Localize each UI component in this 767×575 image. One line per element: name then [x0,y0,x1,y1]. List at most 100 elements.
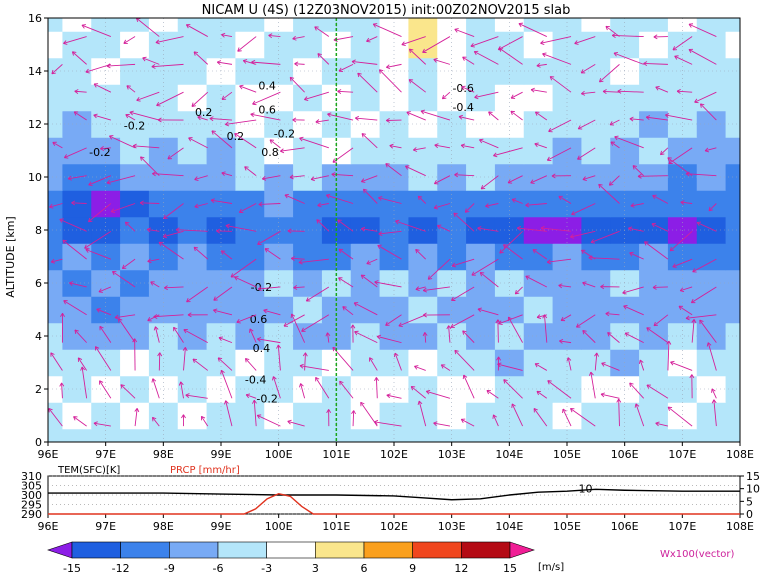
x-tick-label: 96E [38,448,59,461]
wind-vector-head [96,308,101,313]
wind-vector-head [239,84,244,90]
wind-vector [691,319,695,343]
heatmap-cell [62,84,92,112]
wind-vector-head [630,202,635,208]
wind-vector-head [690,298,696,304]
wind-vector [570,230,596,238]
wind-vector [98,286,112,293]
wind-vector-head [292,35,297,41]
y-tick-label: 2 [35,383,42,396]
contour-label: 0.2 [227,130,245,143]
colorbar-tick-label: 12 [454,562,468,575]
wind-vector-head [652,194,657,200]
heatmap-cell [48,190,63,218]
heatmap-cell [177,137,208,165]
wind-vector [603,90,620,93]
wind-vector [244,166,257,177]
wind-vector-head [74,89,79,94]
x-tick-label: 99E [211,448,232,461]
heatmap-cell [206,296,236,324]
colorbar-low-cap [47,541,73,559]
heatmap-cell [48,84,63,112]
heatmap-cell [523,428,554,443]
wind-vector [136,17,160,37]
surface-annotation: 10 [579,483,593,496]
heatmap-cell [494,31,525,59]
wind-vector [376,335,402,344]
wind-vector-head [338,67,344,72]
right-tick-label: 0 [746,508,753,521]
wind-vector [315,119,329,123]
wind-vector-head [711,399,717,404]
wind-vector [655,422,669,427]
wind-vector [188,137,208,149]
wind-vector [410,386,427,399]
wind-vector [378,197,402,204]
heatmap-cell [350,216,381,244]
heatmap-cell [350,31,381,59]
wind-vector [249,328,257,343]
wind-vector [234,133,257,149]
wind-vector-head [188,137,193,142]
wind-vector-head [157,352,163,357]
colorbar-box [412,541,462,559]
heatmap-cell [494,269,525,297]
left-tick-label: 310 [21,470,42,483]
wind-vector [646,327,669,343]
wind-vector-head [378,69,384,74]
heatmap-cell [350,84,381,112]
wind-vector-head [151,63,156,69]
wind-vector-head [302,352,308,357]
heatmap-cell [264,428,294,443]
wind-vector-head [480,185,486,190]
colorbar-box [315,541,365,559]
wind-vector [588,257,620,260]
wind-vector [672,258,693,268]
wind-vector [498,47,523,65]
wind-vector [378,230,402,235]
wind-vector [67,175,87,180]
wind-vector-head [446,325,452,330]
wind-vector [477,308,499,316]
wind-vector [708,203,717,212]
heatmap-cell [696,428,727,443]
wind-vector [147,258,160,262]
wind-vector [125,221,136,232]
wind-vector [499,230,523,254]
wind-vector [530,89,547,93]
wind-vector-head [299,363,304,369]
wind-vector-head [415,248,420,254]
wind-vector [389,145,402,149]
heatmap-cell [725,163,741,191]
surface-x-tick-label: 106E [611,520,639,533]
wind-vector [110,203,136,213]
temperature-line [48,488,740,501]
wind-vector [361,133,378,149]
wind-vector-head [665,113,670,118]
heatmap-cell [235,296,265,324]
wind-vector-head [360,226,366,232]
wind-vector [379,69,402,93]
wind-vector-head [434,143,439,149]
heatmap-cell [293,243,323,271]
wind-vector-head [252,399,257,404]
wind-vector [451,258,475,267]
heatmap-cell [466,349,496,377]
wind-vector-head [536,314,542,319]
heatmap-cell [581,190,611,218]
wind-vector [48,408,63,427]
wind-vector [306,286,330,302]
wind-vector [547,258,572,263]
heatmap-cell [293,163,323,191]
surface-x-tick-label: 101E [322,520,350,533]
wind-vector-head [605,25,610,31]
wind-vector [638,175,668,177]
wind-vector-head [514,290,520,295]
wind-vector [629,382,645,399]
wind-vector [497,363,523,371]
wind-vector [644,241,669,260]
wind-vector-head [73,111,79,116]
wind-vector [186,286,208,303]
wind-vector [605,313,620,316]
wind-vector [511,403,524,427]
